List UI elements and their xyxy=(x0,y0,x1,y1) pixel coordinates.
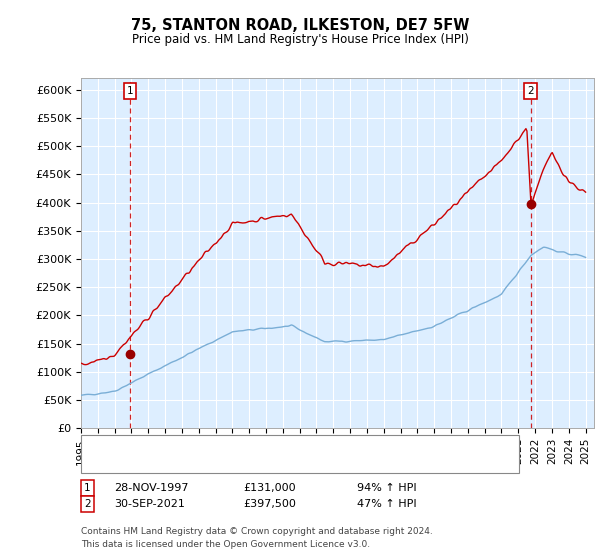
Text: ─────: ───── xyxy=(88,440,118,450)
Text: 2: 2 xyxy=(84,499,91,509)
Text: Price paid vs. HM Land Registry's House Price Index (HPI): Price paid vs. HM Land Registry's House … xyxy=(131,32,469,46)
Text: HPI: Average price, detached house, Erewash: HPI: Average price, detached house, Erew… xyxy=(120,458,357,468)
Text: 1: 1 xyxy=(127,86,133,96)
Text: 2: 2 xyxy=(527,86,534,96)
Text: 30-SEP-2021: 30-SEP-2021 xyxy=(114,499,185,509)
Text: 28-NOV-1997: 28-NOV-1997 xyxy=(114,483,188,493)
Text: 47% ↑ HPI: 47% ↑ HPI xyxy=(357,499,416,509)
Text: 75, STANTON ROAD, ILKESTON, DE7 5FW (detached house): 75, STANTON ROAD, ILKESTON, DE7 5FW (det… xyxy=(120,440,429,450)
Text: This data is licensed under the Open Government Licence v3.0.: This data is licensed under the Open Gov… xyxy=(81,540,370,549)
Text: 75, STANTON ROAD, ILKESTON, DE7 5FW: 75, STANTON ROAD, ILKESTON, DE7 5FW xyxy=(131,18,469,32)
Text: Contains HM Land Registry data © Crown copyright and database right 2024.: Contains HM Land Registry data © Crown c… xyxy=(81,528,433,536)
Text: 94% ↑ HPI: 94% ↑ HPI xyxy=(357,483,416,493)
Text: £397,500: £397,500 xyxy=(243,499,296,509)
Text: £131,000: £131,000 xyxy=(243,483,296,493)
Text: ─────: ───── xyxy=(88,458,118,468)
Text: 1: 1 xyxy=(84,483,91,493)
